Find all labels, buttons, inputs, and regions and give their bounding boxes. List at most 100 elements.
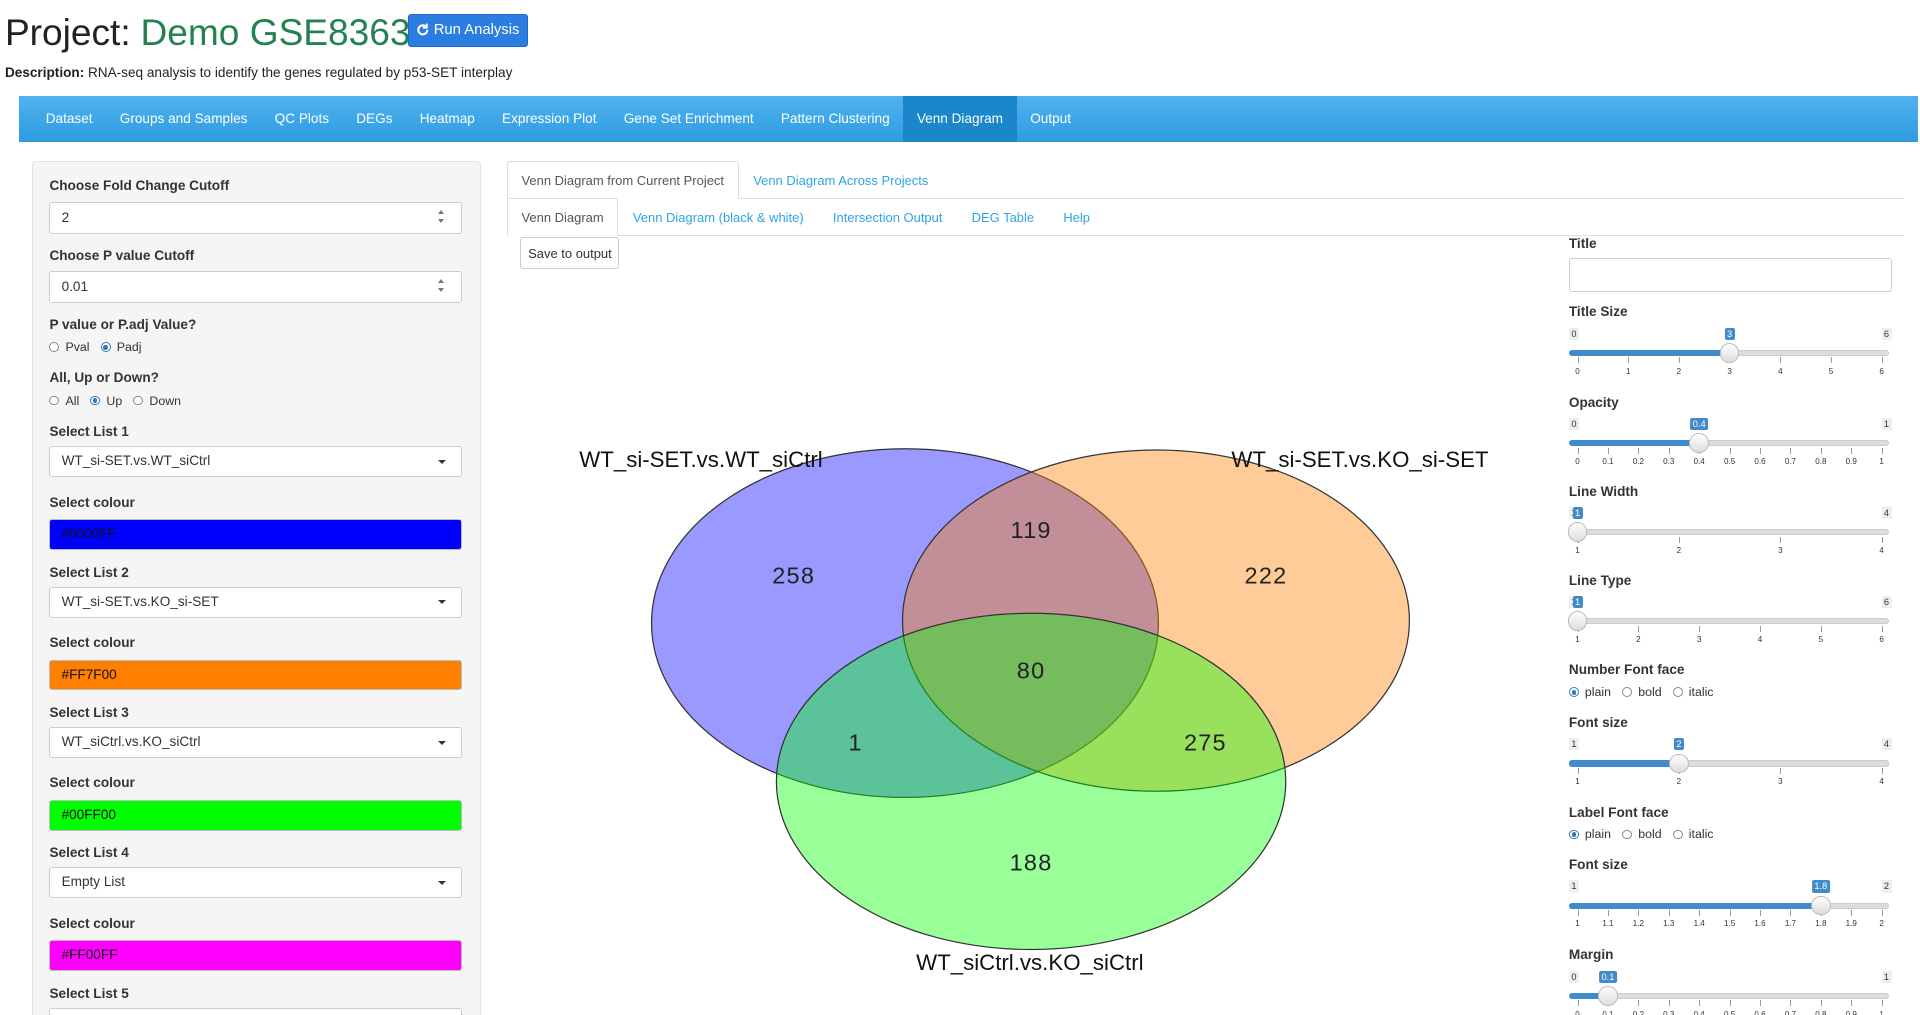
colour-input[interactable]: #FF00FF	[49, 940, 463, 972]
slider-handle[interactable]	[1810, 895, 1831, 916]
radio-button[interactable]	[100, 342, 111, 353]
radio-button[interactable]	[1568, 687, 1579, 698]
radio-button[interactable]	[1622, 687, 1633, 698]
run-label[interactable]: Run Analysis	[433, 22, 520, 39]
venn-count: 258	[772, 563, 815, 589]
nav-tab[interactable]: Expression Plot	[502, 111, 597, 127]
radio-label[interactable]: italic	[1688, 685, 1714, 700]
slider-tick	[1638, 909, 1640, 917]
slider-tick	[1881, 357, 1883, 364]
radio-label[interactable]: plain	[1584, 827, 1612, 842]
nav-tab[interactable]: Dataset	[45, 111, 93, 127]
field-label: Margin	[1568, 947, 1614, 963]
radio-label[interactable]: Up	[106, 393, 123, 408]
radio-button[interactable]	[1622, 829, 1633, 840]
radio-label[interactable]: plain	[1584, 685, 1612, 700]
venn-count: 119	[1011, 517, 1052, 543]
tab[interactable]: Help	[1063, 209, 1090, 225]
slider-tick	[1577, 447, 1579, 454]
field-label: Title	[1568, 236, 1597, 252]
radio-label[interactable]: Padj	[116, 340, 142, 355]
description-text: RNA-seq analysis to identify the genes r…	[87, 65, 513, 81]
nav-tab[interactable]: Venn Diagram	[903, 96, 1017, 143]
slider-handle[interactable]	[1689, 433, 1710, 454]
number-input[interactable]: 2	[49, 201, 463, 234]
save-button[interactable]: Save to output	[520, 237, 620, 270]
field-label: Font size	[1568, 857, 1628, 873]
tab-row: Venn Diagram Venn Diagram (black & white)…	[506, 197, 1105, 237]
slider-tick	[1851, 447, 1853, 454]
slider-max: 1	[1881, 417, 1892, 431]
radio-label[interactable]: Pval	[65, 340, 90, 355]
slider-tick-label: 0.2	[1632, 457, 1644, 467]
slider-tick-label: 4	[1879, 777, 1884, 787]
slider-max: 1	[1881, 970, 1892, 983]
nav-tab[interactable]: Output	[1030, 111, 1071, 127]
slider-handle[interactable]	[1719, 343, 1740, 363]
slider-tick	[1760, 625, 1761, 632]
nav-tab[interactable]: Pattern Clustering	[780, 111, 890, 127]
slider-tick-label: 1	[1879, 1009, 1884, 1015]
slider-tick-label: 0	[1575, 1009, 1580, 1015]
nav-tab[interactable]: Heatmap	[419, 111, 475, 127]
field-label: Select colour	[49, 494, 135, 510]
field-label: Select List 3	[49, 704, 129, 720]
radio-label[interactable]: Down	[149, 393, 181, 408]
slider-tick	[1638, 447, 1640, 454]
header: Project: Demo GSE83635	[5, 7, 431, 56]
slider-tick-label: 1.9	[1845, 919, 1857, 929]
slider-fill	[1568, 440, 1700, 447]
slider-tick-label: 0.9	[1845, 1009, 1857, 1015]
number-input[interactable]: 0.01	[49, 270, 463, 303]
radio-dot	[103, 345, 108, 350]
radio-button[interactable]	[1568, 829, 1579, 840]
tab[interactable]: DEG Table	[971, 209, 1035, 225]
radio-button[interactable]	[133, 395, 144, 406]
venn-count: 80	[1017, 658, 1046, 684]
slider-tick-label: 3	[1778, 777, 1783, 787]
select-input[interactable]: WT_si-SET.vs.WT_siCtrl	[49, 446, 463, 478]
radio-button[interactable]	[49, 342, 60, 353]
slider-handle[interactable]	[1567, 611, 1588, 632]
field-label: P value or P.adj Value?	[49, 316, 197, 332]
slider-tick-label: 2	[1636, 635, 1641, 645]
colour-input[interactable]: #0000FF	[49, 519, 463, 551]
slider-tick	[1790, 909, 1792, 917]
radio-label[interactable]: italic	[1688, 827, 1714, 842]
slider-handle[interactable]	[1567, 522, 1588, 543]
radio-button[interactable]	[49, 395, 60, 406]
slider-tick-label: 0	[1575, 457, 1580, 467]
tab[interactable]: Venn Diagram	[506, 197, 619, 237]
colour-input[interactable]: #FF7F00	[49, 659, 463, 691]
slider-handle[interactable]	[1669, 753, 1689, 774]
select-input[interactable]: WT_siCtrl.vs.KO_siCtrl	[49, 726, 463, 758]
select-input[interactable]: Empty List	[49, 1007, 463, 1015]
radio-button[interactable]	[1672, 687, 1683, 698]
spin-down	[437, 218, 444, 223]
radio-label[interactable]: All	[65, 393, 80, 408]
nav-tab[interactable]: Groups and Samples	[119, 111, 248, 127]
tab[interactable]: Intersection Output	[832, 209, 943, 225]
radio-label[interactable]: bold	[1638, 827, 1662, 842]
slider-handle[interactable]	[1598, 985, 1618, 1006]
nav-tab[interactable]: DEGs	[356, 111, 393, 127]
tab[interactable]: Venn Diagram from Current Project	[506, 160, 739, 200]
colour-input[interactable]: #00FF00	[49, 799, 463, 831]
select-input[interactable]: Empty List	[49, 867, 463, 899]
slider-tick	[1851, 1000, 1853, 1007]
slider-tick	[1881, 536, 1883, 543]
title-input[interactable]	[1568, 258, 1892, 292]
nav-tab[interactable]: Gene Set Enrichment	[623, 111, 754, 127]
slider-max: 2	[1881, 880, 1892, 893]
radio-button[interactable]	[1672, 829, 1683, 840]
slider-value: 2	[1673, 738, 1684, 751]
tab[interactable]: Venn Diagram (black & white)	[632, 209, 804, 225]
select-input[interactable]: WT_si-SET.vs.KO_si-SET	[49, 586, 463, 618]
run-button[interactable]: Run Analysis	[407, 13, 528, 47]
radio-button[interactable]	[90, 395, 101, 406]
slider-tick-label: 2	[1676, 546, 1682, 556]
slider-tick	[1729, 909, 1731, 917]
tab[interactable]: Venn Diagram Across Projects	[753, 172, 929, 188]
nav-tab[interactable]: QC Plots	[274, 111, 330, 127]
radio-label[interactable]: bold	[1638, 685, 1662, 700]
